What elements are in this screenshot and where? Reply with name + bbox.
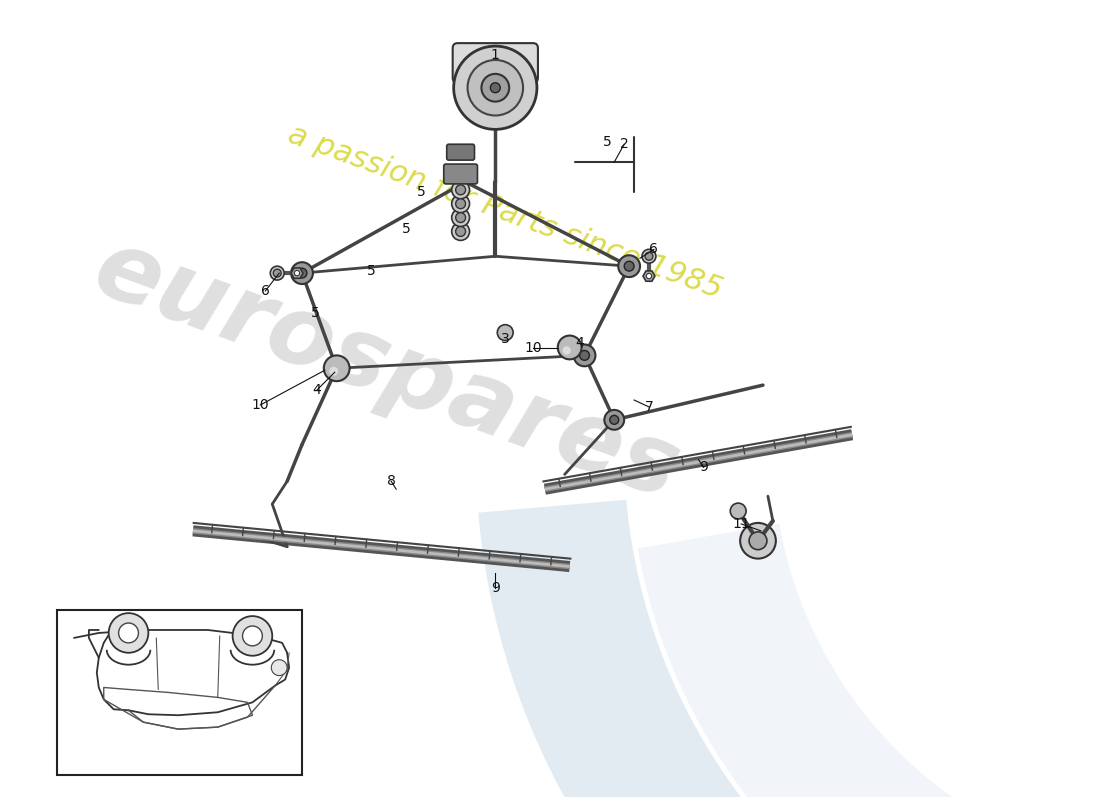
FancyBboxPatch shape — [447, 144, 474, 160]
Text: 5: 5 — [402, 222, 410, 237]
Text: eurospares: eurospares — [81, 222, 691, 519]
Circle shape — [453, 46, 537, 130]
PathPatch shape — [638, 523, 1089, 800]
Circle shape — [740, 523, 776, 558]
Polygon shape — [292, 268, 302, 278]
Circle shape — [642, 250, 656, 263]
Circle shape — [273, 269, 282, 277]
Text: 2: 2 — [619, 138, 628, 151]
Circle shape — [645, 252, 653, 260]
Circle shape — [455, 198, 465, 209]
Circle shape — [452, 222, 470, 241]
Text: 9: 9 — [491, 582, 499, 595]
Text: 7: 7 — [645, 400, 653, 414]
Text: 4: 4 — [312, 383, 321, 397]
FancyBboxPatch shape — [453, 43, 538, 82]
Circle shape — [558, 335, 582, 359]
Circle shape — [242, 626, 263, 646]
Circle shape — [609, 415, 618, 424]
Text: 1: 1 — [491, 48, 499, 62]
Circle shape — [326, 358, 348, 379]
Text: 3: 3 — [500, 331, 509, 346]
Circle shape — [292, 262, 312, 284]
Text: 9: 9 — [698, 461, 708, 474]
Text: 10: 10 — [252, 398, 270, 412]
Circle shape — [455, 185, 465, 195]
Text: 11: 11 — [733, 517, 750, 531]
Circle shape — [618, 255, 640, 277]
Circle shape — [482, 74, 509, 102]
Text: 5: 5 — [367, 264, 376, 278]
Circle shape — [332, 363, 342, 373]
Circle shape — [452, 195, 470, 213]
Circle shape — [604, 410, 624, 430]
Circle shape — [272, 660, 287, 675]
Circle shape — [573, 345, 595, 366]
Circle shape — [468, 60, 524, 115]
Circle shape — [730, 503, 746, 519]
Circle shape — [455, 226, 465, 237]
Circle shape — [329, 366, 338, 376]
FancyBboxPatch shape — [57, 610, 303, 774]
Circle shape — [323, 355, 350, 381]
Circle shape — [749, 532, 767, 550]
Circle shape — [232, 616, 273, 656]
Circle shape — [295, 270, 299, 276]
Text: 8: 8 — [387, 474, 396, 488]
PathPatch shape — [478, 500, 1099, 800]
Text: 5: 5 — [417, 185, 426, 199]
Circle shape — [647, 274, 651, 278]
Text: 6: 6 — [649, 242, 659, 256]
Text: 5: 5 — [603, 135, 612, 150]
Circle shape — [119, 623, 139, 643]
Circle shape — [452, 181, 470, 198]
Circle shape — [297, 268, 307, 278]
Circle shape — [624, 262, 634, 271]
Circle shape — [271, 266, 284, 280]
Circle shape — [109, 613, 148, 653]
FancyBboxPatch shape — [443, 164, 477, 184]
Circle shape — [497, 325, 513, 341]
Circle shape — [580, 350, 590, 360]
Circle shape — [455, 213, 465, 222]
Circle shape — [452, 209, 470, 226]
Polygon shape — [644, 271, 654, 282]
Text: 6: 6 — [261, 284, 270, 298]
Text: 10: 10 — [525, 342, 542, 355]
Circle shape — [562, 346, 571, 354]
Text: 4: 4 — [575, 335, 584, 350]
Text: 5: 5 — [310, 306, 319, 320]
Text: a passion for Parts since 1985: a passion for Parts since 1985 — [284, 119, 726, 304]
Circle shape — [491, 82, 501, 93]
